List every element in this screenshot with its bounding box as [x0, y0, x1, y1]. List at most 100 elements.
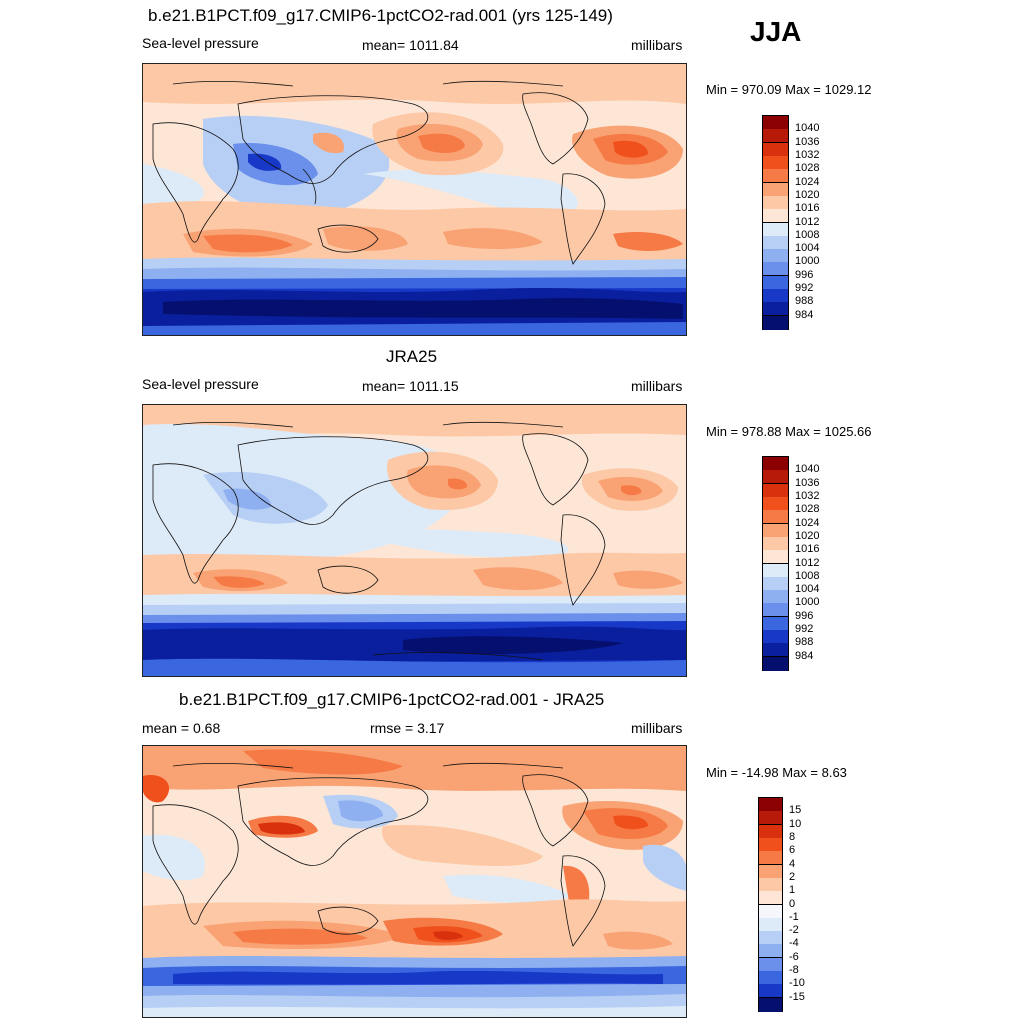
panel1-units-label: millibars — [631, 37, 683, 53]
panel2-mean-label: mean= 1011.15 — [362, 378, 459, 394]
colorbar-tick-label: 1036 — [795, 135, 820, 148]
colorbar-tick-label: -8 — [789, 964, 799, 977]
colorbar-swatch — [763, 483, 788, 498]
colorbar-tick-label: 1000 — [795, 596, 820, 609]
colorbar-swatch — [763, 616, 788, 631]
colorbar-swatch — [763, 289, 788, 304]
colorbar-swatch — [759, 811, 782, 826]
colorbar-swatch — [763, 470, 788, 485]
panel1-colorbar: 1040 1036 1032 1028 1024 1020 1016 1012 1008 1004… — [762, 115, 822, 330]
colorbar-swatch — [759, 997, 782, 1012]
colorbar-swatch — [763, 603, 788, 618]
colorbar-tick-label: 988 — [795, 295, 814, 308]
colorbar-tick-label: 1032 — [795, 148, 820, 161]
colorbar-swatch — [759, 851, 782, 866]
colorbar-swatch — [763, 222, 788, 237]
colorbar-swatch — [763, 129, 788, 144]
panel2-map — [142, 404, 687, 677]
colorbar-swatch — [763, 116, 788, 130]
colorbar-swatch — [763, 249, 788, 264]
colorbar-tick-label: 1008 — [795, 228, 820, 241]
colorbar-swatch — [763, 142, 788, 157]
panel3-title: b.e21.B1PCT.f09_g17.CMIP6-1pctCO2-rad.00… — [179, 690, 605, 709]
colorbar-swatch — [759, 971, 782, 986]
panel2-minmax-label: Min = 978.88 Max = 1025.66 — [706, 424, 872, 439]
colorbar-tick-label: 984 — [795, 649, 814, 662]
colorbar-swatch — [759, 984, 782, 999]
colorbar-swatch — [763, 630, 788, 645]
panel2-units-label: millibars — [631, 378, 683, 394]
panel2-colorbar: 1040 1036 1032 1028 1024 1020 1016 1012 1008 1004… — [762, 456, 822, 671]
colorbar-tick-label: 996 — [795, 609, 814, 622]
colorbar-tick-label: -4 — [789, 937, 799, 950]
panel3-units-label: millibars — [631, 720, 683, 736]
colorbar-tick-label: 1008 — [795, 569, 820, 582]
panel1-map — [142, 63, 687, 336]
colorbar-tick-label: 1012 — [795, 556, 820, 569]
season-label: JJA — [750, 16, 802, 47]
colorbar-swatch — [763, 550, 788, 565]
colorbar-tick-label: 1016 — [795, 543, 820, 556]
colorbar-tick-label: 10 — [789, 817, 802, 830]
colorbar-tick-label: 0 — [789, 897, 796, 910]
colorbar-swatch — [763, 496, 788, 511]
panel3-map — [142, 745, 687, 1018]
colorbar-tick-label: -15 — [789, 990, 805, 1003]
colorbar-swatch — [759, 864, 782, 879]
panel3-mean-label: mean = 0.68 — [142, 720, 221, 736]
colorbar-swatch — [759, 837, 782, 852]
colorbar-swatch — [759, 957, 782, 972]
colorbar-swatch — [763, 457, 788, 471]
colorbar-tick-label: -1 — [789, 910, 799, 923]
colorbar-swatch — [763, 315, 788, 330]
colorbar-tick-label: 15 — [789, 804, 802, 817]
colorbar-swatch — [759, 944, 782, 959]
colorbar-swatch — [759, 877, 782, 892]
colorbar-swatch — [763, 536, 788, 551]
colorbar-tick-label: 1024 — [795, 516, 820, 529]
colorbar-swatch — [763, 169, 788, 184]
colorbar-tick-label: -6 — [789, 950, 799, 963]
colorbar-swatch — [763, 523, 788, 538]
colorbar-tick-label: 6 — [789, 844, 796, 857]
panel1-title: b.e21.B1PCT.f09_g17.CMIP6-1pctCO2-rad.00… — [148, 6, 613, 25]
colorbar-tick-label: 1028 — [795, 162, 820, 175]
colorbar-tick-label: 2 — [789, 870, 796, 883]
colorbar-swatch — [759, 798, 782, 812]
colorbar-swatch — [759, 891, 782, 906]
panel2-title: JRA25 — [386, 347, 438, 366]
colorbar-tick-label: 984 — [795, 308, 814, 321]
colorbar-tick-label: 1036 — [795, 476, 820, 489]
colorbar-swatch — [763, 302, 788, 317]
colorbar-tick-label: 1040 — [795, 122, 820, 135]
colorbar-tick-label: 1000 — [795, 255, 820, 268]
colorbar-swatch — [763, 590, 788, 605]
panel2-colorbar-swatches — [762, 456, 789, 671]
colorbar-tick-label: 1020 — [795, 529, 820, 542]
colorbar-swatch — [763, 510, 788, 525]
panel1-colorbar-swatches — [762, 115, 789, 330]
colorbar-tick-label: 988 — [795, 636, 814, 649]
colorbar-tick-label: 1020 — [795, 188, 820, 201]
colorbar-swatch — [763, 576, 788, 591]
panel2-map-field — [143, 405, 686, 676]
colorbar-swatch — [759, 824, 782, 839]
colorbar-tick-label: 996 — [795, 268, 814, 281]
colorbar-tick-label: 1016 — [795, 202, 820, 215]
panel2-variable-label: Sea-level pressure — [142, 376, 259, 392]
colorbar-tick-label: 1028 — [795, 503, 820, 516]
panel3-map-field — [143, 746, 686, 1017]
colorbar-tick-label: 8 — [789, 830, 796, 843]
colorbar-tick-label: 992 — [795, 623, 814, 636]
colorbar-tick-label: 1004 — [795, 583, 820, 596]
panel1-variable-label: Sea-level pressure — [142, 35, 259, 51]
colorbar-tick-label: 1 — [789, 884, 796, 897]
colorbar-swatch — [763, 563, 788, 578]
colorbar-swatch — [759, 917, 782, 932]
colorbar-tick-label: -2 — [789, 924, 799, 937]
panel3-minmax-label: Min = -14.98 Max = 8.63 — [706, 765, 847, 780]
colorbar-tick-label: 992 — [795, 282, 814, 295]
panel1-map-field — [143, 64, 686, 335]
colorbar-swatch — [763, 275, 788, 290]
colorbar-swatch — [763, 262, 788, 277]
